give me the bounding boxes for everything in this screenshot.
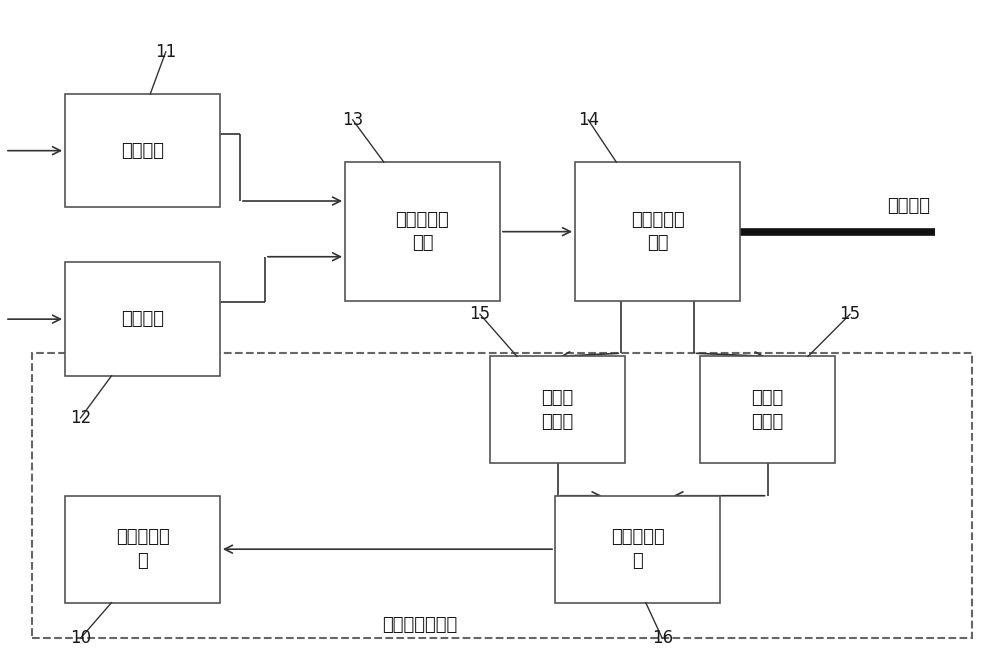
Text: 拉曼波分复
用器: 拉曼波分复 用器 bbox=[631, 211, 684, 253]
Text: 16: 16 bbox=[652, 629, 673, 647]
Bar bbox=[32, 353, 972, 638]
Text: 13: 13 bbox=[342, 111, 363, 129]
Bar bbox=[65, 262, 220, 376]
Text: 12: 12 bbox=[70, 409, 91, 427]
Text: 15: 15 bbox=[469, 305, 491, 323]
Bar bbox=[345, 162, 500, 301]
Text: 采集控制单
元: 采集控制单 元 bbox=[116, 528, 169, 570]
Text: 传感光纤: 传感光纤 bbox=[887, 198, 930, 215]
Text: 光电转
换单元: 光电转 换单元 bbox=[541, 389, 574, 431]
Text: 从激光器: 从激光器 bbox=[121, 310, 164, 328]
Text: 合波波分复
用器: 合波波分复 用器 bbox=[396, 211, 449, 253]
Text: 主激光器: 主激光器 bbox=[121, 142, 164, 159]
Text: 10: 10 bbox=[70, 629, 91, 647]
Bar bbox=[555, 496, 720, 603]
Text: 数模转换单
元: 数模转换单 元 bbox=[611, 528, 664, 570]
Text: 15: 15 bbox=[839, 305, 861, 323]
Bar bbox=[65, 496, 220, 603]
Bar bbox=[700, 356, 835, 463]
Text: 光电转
换单元: 光电转 换单元 bbox=[751, 389, 784, 431]
Bar bbox=[575, 162, 740, 301]
Text: 控制与采集系统: 控制与采集系统 bbox=[382, 616, 458, 634]
Text: 14: 14 bbox=[578, 111, 599, 129]
Bar bbox=[490, 356, 625, 463]
Bar bbox=[65, 94, 220, 207]
Text: 11: 11 bbox=[155, 43, 176, 61]
